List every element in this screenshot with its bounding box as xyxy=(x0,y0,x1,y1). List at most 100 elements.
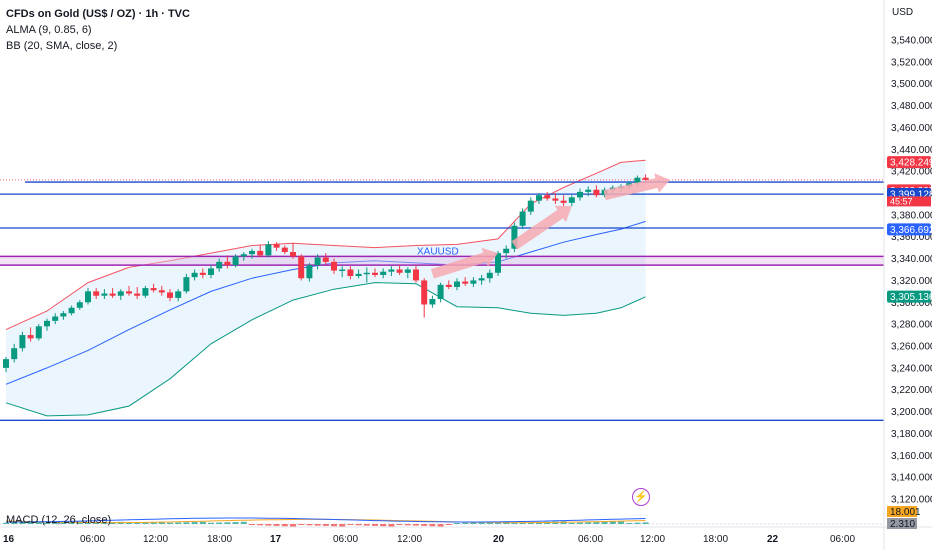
candle-body xyxy=(240,254,247,257)
macd-value: 2.310 xyxy=(890,519,915,530)
macd-bar xyxy=(429,524,436,527)
macd-bar xyxy=(208,522,214,524)
macd-bar xyxy=(413,524,419,526)
candle-body xyxy=(208,268,214,275)
y-tick-label: 3,280.000 xyxy=(891,320,932,331)
macd-bar xyxy=(388,524,395,527)
macd-bar xyxy=(404,524,411,526)
candle-body xyxy=(306,265,313,279)
price-label-bg xyxy=(887,290,931,303)
candle-body xyxy=(85,291,91,303)
y-tick-label: 3,160.000 xyxy=(891,451,932,462)
x-tick-label: 18:00 xyxy=(703,534,728,545)
macd-value-bg xyxy=(887,518,917,529)
macd-bar xyxy=(454,523,460,524)
candle-body xyxy=(577,191,583,198)
y-tick-label: 3,320.000 xyxy=(891,276,932,287)
candle-body xyxy=(11,348,18,360)
macd-bar xyxy=(347,524,354,525)
macd-bar xyxy=(183,522,190,524)
countdown-bg xyxy=(887,196,931,207)
macd-bar xyxy=(19,522,26,524)
y-tick-label: 3,520.000 xyxy=(891,57,932,68)
candle-body xyxy=(216,261,223,269)
macd-bar xyxy=(27,522,34,524)
y-tick-label: 3,440.000 xyxy=(891,145,932,156)
macd-bar xyxy=(216,522,223,524)
candle-body xyxy=(199,272,206,275)
y-tick-label: 3,140.000 xyxy=(891,473,932,484)
macd-bar xyxy=(281,524,288,527)
macd-bar xyxy=(363,524,370,526)
macd-bar xyxy=(240,521,247,524)
y-tick-label: 3,420.000 xyxy=(891,167,932,178)
macd-bar xyxy=(224,522,231,524)
candle-body xyxy=(126,291,132,294)
macd-bar xyxy=(85,522,91,524)
candle-body xyxy=(27,335,34,339)
candle-body xyxy=(281,247,288,253)
countdown-label: 45:57 xyxy=(890,196,913,206)
candle-body xyxy=(593,189,600,196)
bb-upper-line xyxy=(5,159,646,331)
candle-body xyxy=(585,189,592,192)
candle-body xyxy=(109,293,116,296)
y-tick-label: 3,480.000 xyxy=(891,101,932,112)
macd-bar xyxy=(355,524,362,526)
y-tick-label: 3,220.000 xyxy=(891,385,932,396)
macd-indicator-label[interactable]: MACD (12, 26, close) xyxy=(6,514,112,526)
candle-body xyxy=(298,256,305,279)
macd-bar xyxy=(372,524,378,526)
candle-body xyxy=(413,269,419,281)
alma-indicator-label[interactable]: ALMA (9, 0.85, 6) xyxy=(6,24,92,36)
candle-body xyxy=(470,280,477,284)
candle-body xyxy=(560,200,567,203)
macd-bar xyxy=(101,522,108,524)
macd-bar xyxy=(470,522,477,524)
macd-bar xyxy=(626,523,633,524)
macd-bar xyxy=(60,522,67,524)
lightning-icon[interactable]: ⚡ xyxy=(632,488,650,506)
candle-body xyxy=(331,261,337,271)
candle-body xyxy=(167,292,173,298)
price-label: 3,428.249 xyxy=(890,158,932,169)
bb-lower-line xyxy=(5,282,646,417)
candle-body xyxy=(454,281,460,287)
macd-bar xyxy=(331,524,337,527)
y-tick-label: 3,300.000 xyxy=(891,298,932,309)
candle-body xyxy=(363,272,370,275)
bb-basis-line xyxy=(5,220,646,385)
candle-body xyxy=(93,291,100,296)
candle-body xyxy=(634,177,641,184)
candle-body xyxy=(380,271,387,275)
candle-body xyxy=(388,269,395,272)
macd-bar xyxy=(618,521,624,524)
candle-body xyxy=(224,261,231,266)
macd-bar xyxy=(396,524,403,525)
candle-body xyxy=(536,195,542,201)
symbol-title[interactable]: CFDs on Gold (US$ / OZ) · 1h · TVC xyxy=(6,8,190,20)
candle-body xyxy=(273,244,280,248)
chart-legend: CFDs on Gold (US$ / OZ) · 1h · TVC ALMA … xyxy=(6,6,190,54)
macd-bar xyxy=(191,522,198,524)
y-tick-label: 3,200.000 xyxy=(891,407,932,418)
macd-bar xyxy=(290,524,296,527)
bb-indicator-label[interactable]: BB (20, SMA, close, 2) xyxy=(6,40,118,52)
x-tick-label: 06:00 xyxy=(830,534,855,545)
candle-body xyxy=(486,272,493,279)
xauusd-annotation: XAUUSD xyxy=(417,246,459,257)
candle-body xyxy=(339,269,346,271)
bb-fill xyxy=(6,160,646,416)
candle-body xyxy=(347,269,354,277)
candle-body xyxy=(183,277,190,292)
x-tick-label: 20 xyxy=(493,534,505,545)
candle-body xyxy=(35,326,42,339)
candle-body xyxy=(290,252,296,257)
x-tick-label: 22 xyxy=(767,534,779,545)
candle-body xyxy=(175,291,182,298)
macd-bar xyxy=(199,521,206,524)
x-tick-label: 18:00 xyxy=(207,534,232,545)
macd-bar xyxy=(601,521,608,524)
